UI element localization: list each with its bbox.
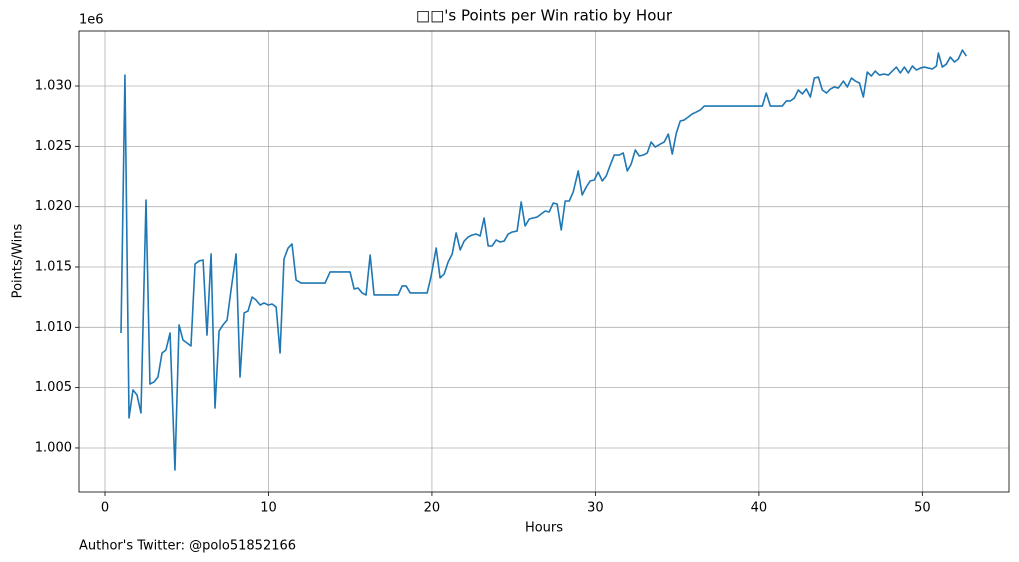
y-tick-label: 1.005	[35, 380, 72, 395]
y-tick-label: 1.015	[35, 259, 72, 274]
y-tick-label: 1.030	[35, 79, 72, 94]
y-tick-label: 1.000	[35, 440, 72, 455]
plot-frame	[78, 30, 1010, 493]
y-axis-label: Points/Wins	[11, 223, 26, 298]
x-tick-label: 30	[587, 501, 604, 516]
data-line	[120, 49, 968, 471]
x-tick-label: 50	[914, 501, 931, 516]
y-tick-label: 1.025	[35, 139, 72, 154]
x-tick-label: 0	[101, 501, 109, 516]
footnote: Author's Twitter: @polo51852166	[79, 539, 296, 554]
x-axis-label: Hours	[525, 521, 563, 536]
y-offset-label: 1e6	[79, 13, 104, 28]
y-tick-label: 1.020	[35, 199, 72, 214]
x-tick-label: 40	[751, 501, 768, 516]
y-tick-label: 1.010	[35, 320, 72, 335]
x-tick-label: 20	[424, 501, 441, 516]
x-tick-label: 10	[260, 501, 277, 516]
chart-title: □□'s Points per Win ratio by Hour	[416, 7, 673, 25]
